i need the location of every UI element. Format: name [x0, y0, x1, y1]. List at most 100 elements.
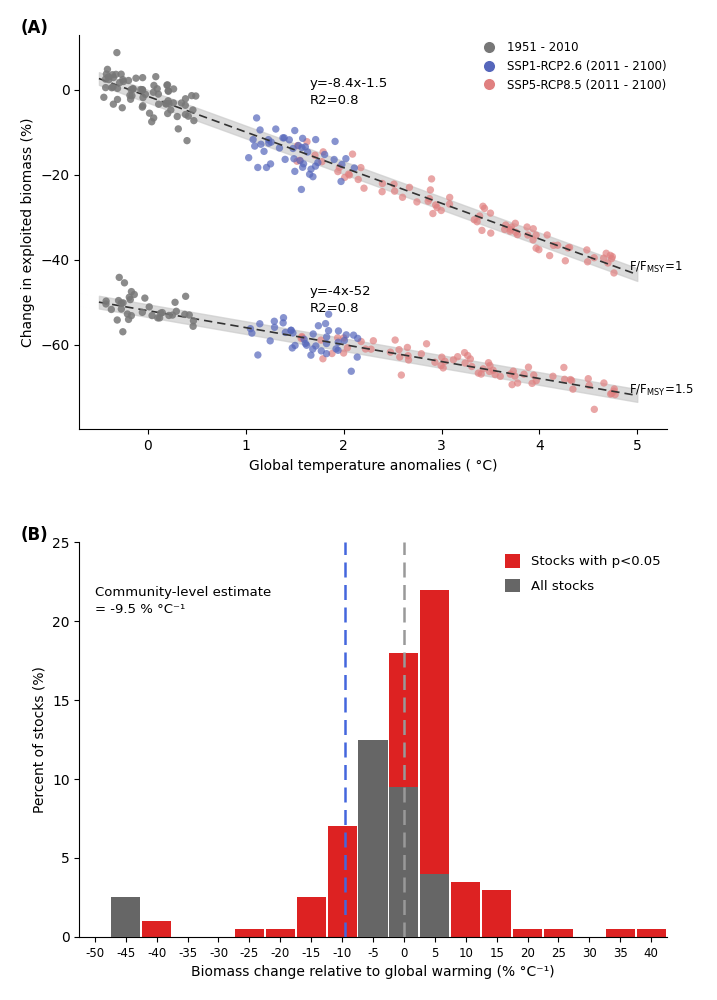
Point — [333, 159, 345, 175]
Y-axis label: Change in exploited biomass (%): Change in exploited biomass (%) — [21, 117, 35, 347]
Point — [522, 227, 533, 243]
Point — [126, 88, 138, 104]
Point — [609, 387, 621, 403]
Point — [320, 346, 332, 362]
Point — [144, 105, 156, 121]
Point — [277, 130, 289, 146]
Point — [321, 329, 333, 345]
Point — [422, 193, 434, 209]
Point — [526, 375, 538, 391]
Point — [376, 176, 388, 192]
Bar — [235, 929, 264, 937]
Point — [332, 342, 343, 358]
Point — [607, 249, 618, 265]
Point — [277, 315, 289, 331]
Bar — [358, 747, 387, 937]
Point — [432, 200, 443, 216]
Point — [353, 171, 364, 187]
Point — [531, 240, 542, 256]
Point — [368, 333, 379, 349]
Point — [479, 200, 490, 216]
Point — [478, 361, 489, 377]
Point — [190, 88, 201, 104]
Point — [251, 110, 262, 126]
Point — [258, 143, 270, 159]
Point — [429, 354, 441, 370]
Point — [602, 255, 614, 271]
Point — [326, 346, 338, 362]
Point — [165, 102, 176, 118]
Legend: Stocks with p<0.05, All stocks: Stocks with p<0.05, All stocks — [499, 549, 666, 598]
Point — [98, 89, 110, 105]
Point — [153, 86, 164, 102]
Point — [163, 307, 175, 323]
Point — [609, 381, 620, 397]
Point — [137, 82, 148, 98]
Point — [151, 81, 163, 97]
Point — [168, 95, 179, 111]
Point — [187, 102, 199, 118]
Point — [559, 371, 570, 387]
Point — [499, 221, 511, 237]
Point — [106, 80, 118, 96]
Point — [606, 251, 617, 267]
Point — [436, 349, 447, 365]
Point — [460, 355, 471, 371]
Point — [356, 334, 367, 350]
Point — [140, 86, 151, 102]
Point — [339, 169, 351, 185]
Point — [352, 330, 364, 346]
Point — [171, 303, 182, 319]
Point — [527, 232, 538, 248]
Point — [162, 106, 174, 122]
Bar — [482, 890, 511, 937]
Point — [340, 151, 351, 167]
Point — [452, 349, 463, 365]
Point — [100, 80, 111, 96]
Point — [447, 352, 459, 368]
Point — [114, 75, 125, 91]
Point — [365, 341, 376, 357]
Point — [137, 98, 148, 114]
Point — [471, 214, 483, 230]
Point — [100, 293, 112, 309]
Point — [462, 348, 473, 364]
Point — [547, 368, 559, 384]
Point — [262, 132, 274, 148]
Point — [249, 138, 260, 154]
Point — [161, 77, 173, 93]
Point — [402, 348, 414, 364]
Point — [128, 286, 140, 302]
Point — [243, 150, 255, 166]
Point — [508, 363, 519, 379]
Point — [102, 61, 113, 77]
Point — [176, 95, 187, 111]
Bar — [142, 921, 171, 937]
Point — [296, 140, 308, 156]
Point — [108, 70, 119, 86]
Point — [608, 383, 619, 399]
Point — [440, 353, 451, 369]
Point — [278, 130, 290, 146]
Point — [544, 248, 556, 264]
Point — [316, 154, 328, 170]
Point — [153, 96, 164, 112]
Point — [376, 184, 388, 200]
Point — [444, 196, 455, 212]
Point — [333, 334, 344, 350]
Point — [301, 134, 313, 150]
Point — [313, 318, 324, 334]
Point — [135, 82, 146, 98]
Point — [100, 71, 111, 87]
Point — [466, 359, 478, 375]
Point — [297, 130, 308, 146]
Point — [124, 87, 136, 103]
Point — [485, 225, 496, 241]
Point — [598, 375, 609, 391]
Point — [171, 109, 183, 125]
Point — [312, 155, 323, 171]
Point — [509, 368, 521, 384]
Text: (A): (A) — [21, 19, 49, 37]
Point — [430, 197, 442, 213]
Point — [261, 159, 272, 175]
